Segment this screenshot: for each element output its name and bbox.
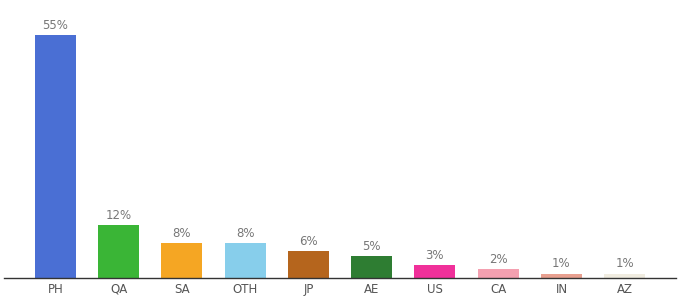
Bar bbox=[35, 35, 76, 278]
Text: 1%: 1% bbox=[552, 257, 571, 271]
Text: 2%: 2% bbox=[489, 253, 507, 266]
Bar bbox=[98, 225, 139, 278]
Bar bbox=[414, 265, 456, 278]
Text: 3%: 3% bbox=[426, 249, 444, 262]
Bar bbox=[604, 274, 645, 278]
Bar bbox=[288, 251, 329, 278]
Text: 1%: 1% bbox=[615, 257, 634, 271]
Bar bbox=[541, 274, 582, 278]
Bar bbox=[224, 243, 266, 278]
Bar bbox=[351, 256, 392, 278]
Text: 8%: 8% bbox=[236, 226, 254, 240]
Text: 55%: 55% bbox=[42, 19, 68, 32]
Text: 6%: 6% bbox=[299, 236, 318, 248]
Bar bbox=[161, 243, 203, 278]
Text: 12%: 12% bbox=[105, 209, 132, 222]
Bar bbox=[477, 269, 519, 278]
Text: 5%: 5% bbox=[362, 240, 381, 253]
Text: 8%: 8% bbox=[173, 226, 191, 240]
